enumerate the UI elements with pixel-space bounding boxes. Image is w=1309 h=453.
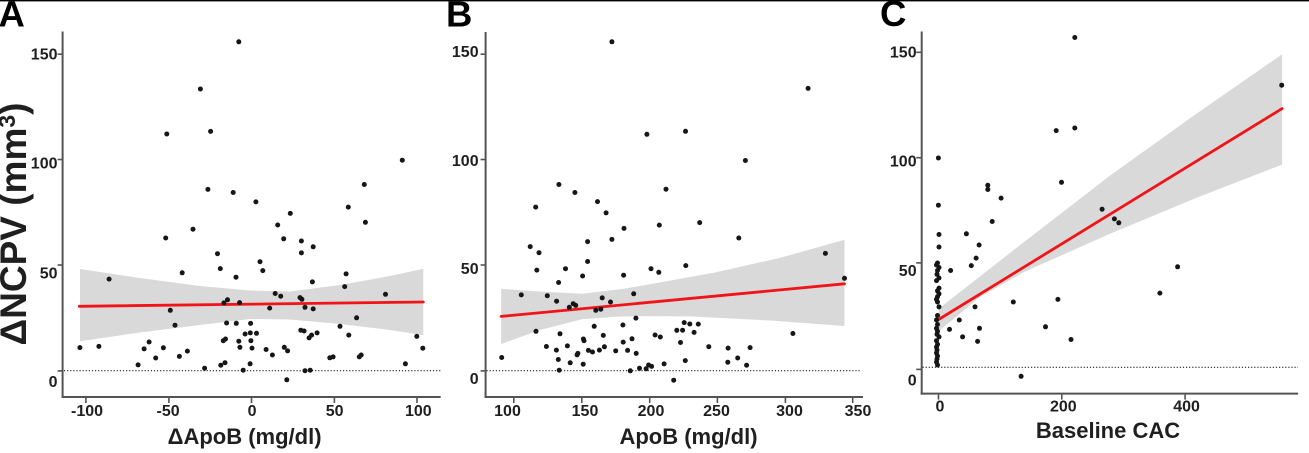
- svg-text:100: 100: [405, 403, 432, 420]
- svg-text:100: 100: [890, 154, 917, 171]
- svg-text:0: 0: [908, 373, 917, 390]
- svg-text:200: 200: [1050, 398, 1077, 415]
- svg-text:ΔApoB (mg/dl): ΔApoB (mg/dl): [168, 424, 322, 449]
- svg-text:50: 50: [899, 263, 917, 280]
- svg-text:-100: -100: [71, 403, 103, 420]
- svg-text:Baseline CAC: Baseline CAC: [1036, 418, 1180, 443]
- svg-text:0: 0: [470, 371, 479, 388]
- svg-text:A: A: [0, 0, 25, 35]
- svg-text:50: 50: [326, 403, 344, 420]
- svg-text:C: C: [880, 0, 906, 34]
- svg-text:350: 350: [845, 403, 872, 420]
- svg-text:50: 50: [40, 265, 58, 282]
- svg-text:150: 150: [890, 44, 917, 61]
- svg-text:150: 150: [31, 46, 58, 63]
- svg-text:100: 100: [31, 156, 58, 173]
- svg-text:200: 200: [638, 403, 665, 420]
- svg-text:0: 0: [248, 403, 257, 420]
- svg-text:100: 100: [494, 403, 521, 420]
- svg-text:300: 300: [776, 403, 803, 420]
- svg-text:ApoB (mg/dl): ApoB (mg/dl): [619, 424, 757, 449]
- svg-text:B: B: [446, 0, 472, 34]
- svg-text:100: 100: [452, 153, 479, 170]
- svg-text:ΔNCPV (mm3): ΔNCPV (mm3): [0, 103, 34, 346]
- svg-text:150: 150: [572, 403, 599, 420]
- svg-text:150: 150: [452, 44, 479, 61]
- svg-text:250: 250: [703, 403, 730, 420]
- svg-text:-50: -50: [157, 403, 180, 420]
- svg-text:0: 0: [936, 398, 945, 415]
- svg-text:0: 0: [49, 374, 58, 391]
- svg-text:50: 50: [461, 261, 479, 278]
- svg-text:400: 400: [1173, 398, 1200, 415]
